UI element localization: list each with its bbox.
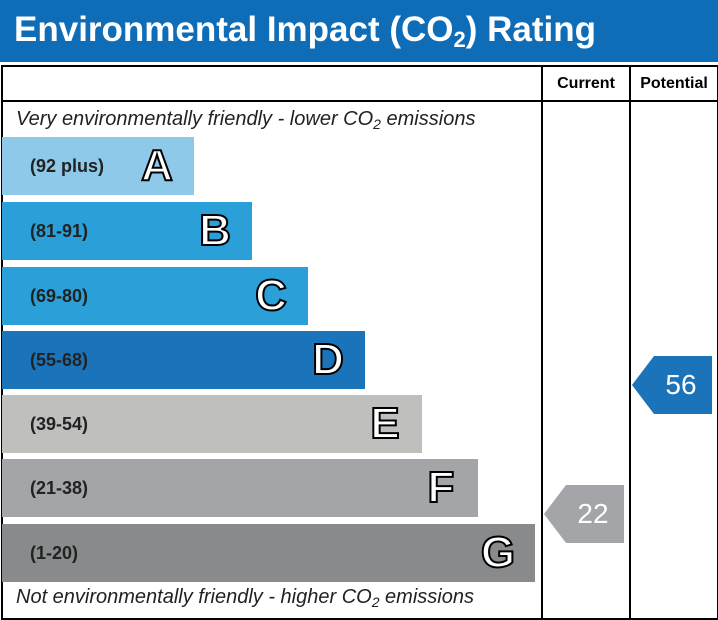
band-letter: B <box>198 205 232 256</box>
band-range-label: (92 plus) <box>30 156 105 176</box>
header-divider <box>1 100 717 102</box>
band-b: (81-91) B <box>2 202 252 260</box>
bottom-note: Not environmentally friendly - higher CO… <box>16 586 474 610</box>
band-g: (1-20) G <box>2 524 535 582</box>
potential-rating-arrow: 56 <box>632 356 712 414</box>
band-range-label: (69-80) <box>30 286 89 306</box>
band-a: (92 plus) A <box>2 137 194 195</box>
column-divider-current <box>541 65 543 618</box>
band-range-label: (55-68) <box>30 350 89 370</box>
band-f: (21-38) F <box>2 459 478 517</box>
band-c: (69-80) C <box>2 267 308 325</box>
potential-rating-value: 56 <box>665 369 697 400</box>
band-d: (55-68) D <box>2 331 365 389</box>
band-range-label: (81-91) <box>30 221 89 241</box>
column-header-potential: Potential <box>640 75 708 92</box>
chart-title: Environmental Impact (CO2) Rating <box>14 10 597 52</box>
top-note: Very environmentally friendly - lower CO… <box>16 108 476 132</box>
band-range-label: (1-20) <box>30 543 79 563</box>
band-letter: F <box>427 462 456 513</box>
column-divider-potential <box>629 65 631 618</box>
title-bar: Environmental Impact (CO2) Rating <box>0 0 718 62</box>
current-rating-value: 22 <box>577 498 609 529</box>
band-letter: A <box>140 140 174 191</box>
band-letter: E <box>369 398 400 449</box>
band-letter: G <box>480 527 516 578</box>
current-rating-arrow: 22 <box>544 485 624 543</box>
band-letter: C <box>254 270 288 321</box>
band-letter: D <box>311 334 345 385</box>
band-range-label: (39-54) <box>30 414 89 434</box>
band-e: (39-54) E <box>2 395 422 453</box>
column-header-current: Current <box>557 75 615 92</box>
band-range-label: (21-38) <box>30 478 89 498</box>
